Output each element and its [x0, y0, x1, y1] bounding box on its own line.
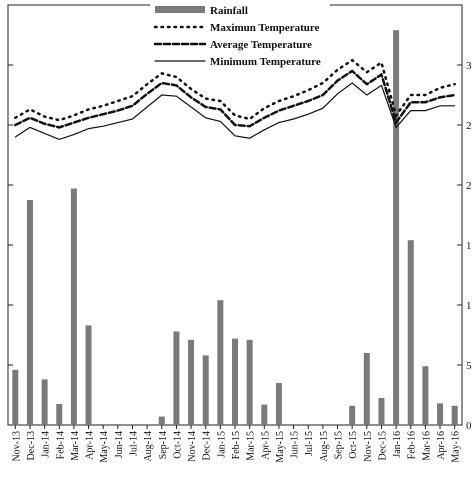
- x-tick-label: Feb-15: [231, 431, 242, 459]
- legend-label: Average Temperature: [210, 39, 312, 51]
- bar: [232, 338, 238, 425]
- y2-tick-label: 1: [466, 300, 472, 312]
- x-tick-label: Dec-15: [377, 431, 388, 460]
- bar: [217, 300, 224, 425]
- legend-bg: [150, 53, 330, 69]
- y2-tick-label: 1: [466, 240, 472, 252]
- x-tick-label: Mar-16: [421, 431, 432, 461]
- y2-tick-label: 2: [466, 180, 472, 192]
- x-tick-label: Oct-15: [348, 431, 359, 459]
- bar: [158, 416, 165, 425]
- bar: [70, 188, 77, 425]
- bar: [422, 366, 429, 425]
- x-tick-label: Dec-13: [26, 431, 37, 460]
- x-tick-label: May-14: [99, 431, 110, 463]
- legend-swatch: [155, 6, 205, 13]
- temperature-line: [14, 58, 456, 122]
- bar: [12, 369, 19, 425]
- x-tick-label: Jan-15: [216, 431, 227, 458]
- x-tick-label: Apr-16: [436, 431, 447, 460]
- legend-label: Minimum Temperature: [210, 56, 321, 68]
- bar: [246, 339, 253, 425]
- bar: [349, 405, 356, 425]
- x-tick-label: Nov-14: [187, 431, 198, 462]
- x-tick-label: Sep-14: [158, 431, 169, 459]
- x-tick-label: Jul-14: [128, 431, 139, 456]
- x-tick-label: Feb-14: [55, 431, 66, 459]
- x-tick-label: Mar-14: [70, 431, 81, 461]
- bar: [275, 383, 282, 425]
- x-tick-label: Aug-14: [143, 431, 154, 462]
- x-tick-label: Jun-14: [114, 431, 125, 458]
- x-tick-label: Apr-15: [260, 431, 271, 460]
- bar: [85, 325, 92, 425]
- x-tick-label: Jan-16: [392, 431, 403, 458]
- y2-tick-label: 3: [466, 60, 472, 72]
- bar: [173, 331, 180, 425]
- bar: [41, 379, 48, 425]
- y2-tick-label: 2: [466, 120, 472, 132]
- x-tick-label: Feb-16: [407, 431, 418, 459]
- bar: [188, 339, 195, 425]
- x-tick-label: Nov-15: [363, 431, 374, 462]
- bar: [407, 240, 414, 425]
- bar: [378, 398, 385, 425]
- x-tick-label: May-16: [451, 431, 462, 463]
- x-tick-label: Mar-15: [246, 431, 257, 461]
- bar: [393, 30, 400, 425]
- bar: [56, 404, 63, 425]
- x-tick-label: Nov-13: [11, 431, 22, 462]
- x-tick-label: Jul-15: [304, 431, 315, 456]
- x-tick-label: Jan-14: [41, 431, 52, 458]
- temperature-line: [14, 82, 456, 141]
- x-tick-label: Oct-14: [172, 431, 183, 459]
- temperature-line: [14, 69, 456, 129]
- bar: [363, 353, 370, 425]
- x-tick-label: Apr-14: [85, 431, 96, 460]
- bar: [437, 403, 444, 425]
- legend-bg: [150, 36, 330, 52]
- legend-label: Maximun Temperature: [210, 22, 320, 34]
- x-tick-label: Sep-15: [334, 431, 345, 459]
- x-tick-label: May-15: [275, 431, 286, 463]
- bar: [26, 200, 33, 425]
- x-tick-label: Dec-14: [202, 431, 213, 460]
- bar: [202, 355, 209, 425]
- legend-label: Rainfall: [210, 5, 248, 17]
- y2-tick-label: 5: [466, 360, 472, 372]
- legend-bg: [150, 19, 330, 35]
- bar: [451, 405, 458, 425]
- x-tick-label: Jun-15: [290, 431, 301, 458]
- y2-tick-label: 0: [466, 420, 472, 432]
- x-tick-label: Aug-15: [319, 431, 330, 462]
- bar: [261, 404, 268, 425]
